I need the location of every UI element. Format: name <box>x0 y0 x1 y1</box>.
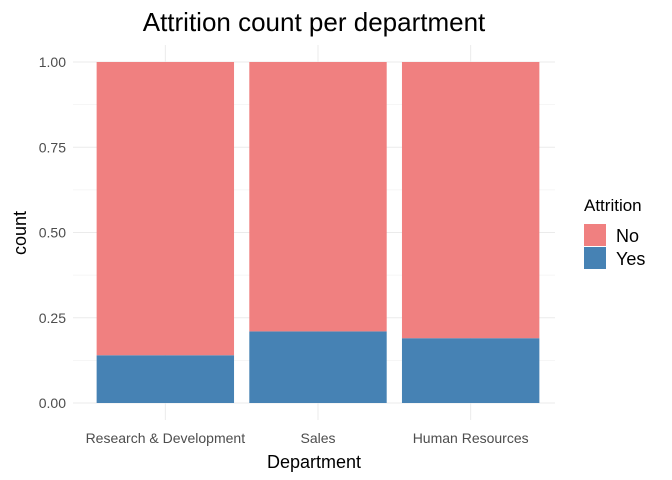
y-tick-label: 0.25 <box>39 310 66 326</box>
legend-entries: No Yes <box>584 224 645 269</box>
y-tick-label: 0.75 <box>39 139 66 155</box>
y-axis-title: count <box>10 211 30 255</box>
x-tick-label: Human Resources <box>413 430 529 446</box>
x-axis-title: Department <box>267 452 361 472</box>
bar-no <box>401 62 540 339</box>
bar-yes <box>96 355 235 403</box>
chart-title: Attrition count per department <box>143 7 486 37</box>
x-tick-label: Research & Development <box>86 430 246 446</box>
x-tick-labels: Research & Development Sales Human Resourc… <box>86 430 529 446</box>
bars <box>96 62 540 403</box>
legend-label: Yes <box>616 249 645 269</box>
legend: Attrition No Yes <box>584 196 645 269</box>
x-tick-label: Sales <box>300 430 335 446</box>
legend-key-yes <box>584 247 606 269</box>
legend-key-no <box>584 224 606 246</box>
y-tick-label: 1.00 <box>39 54 66 70</box>
legend-label: No <box>616 226 639 246</box>
legend-title: Attrition <box>584 196 642 215</box>
bar-yes <box>401 338 540 403</box>
bar-no <box>249 62 387 332</box>
y-tick-labels: 0.00 0.25 0.50 0.75 1.00 <box>39 54 66 411</box>
y-tick-label: 0.50 <box>39 225 66 241</box>
y-tick-label: 0.00 <box>39 395 66 411</box>
bar-no <box>96 62 235 356</box>
bar-yes <box>249 331 387 403</box>
